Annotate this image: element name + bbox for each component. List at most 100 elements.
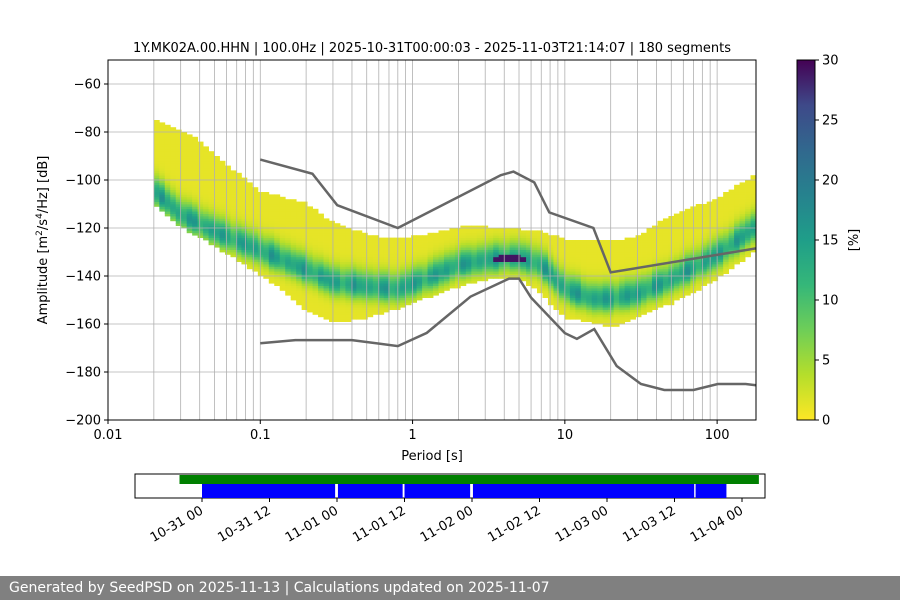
heatmap-cell [728, 206, 735, 210]
heatmap-cell [345, 259, 352, 262]
heatmap-cell [356, 290, 363, 294]
heatmap-cell [192, 139, 199, 142]
heatmap-cell [175, 168, 182, 171]
heatmap-cell [307, 230, 313, 234]
heatmap-cell [225, 168, 231, 171]
heatmap-cell [547, 273, 554, 277]
heatmap-cell [471, 225, 478, 229]
heatmap-cell [651, 240, 658, 243]
heatmap-cell [252, 196, 259, 200]
heatmap-cell [411, 252, 417, 255]
heatmap-cell [476, 268, 483, 272]
heatmap-cell [433, 254, 439, 258]
heatmap-cell [586, 249, 593, 253]
heatmap-cell [241, 232, 248, 236]
heatmap-cell [312, 223, 319, 226]
heatmap-cell [684, 208, 691, 212]
heatmap-cell [684, 271, 691, 274]
heatmap-cell [153, 139, 160, 142]
heatmap-cell [318, 247, 324, 250]
heatmap-cell [734, 232, 740, 236]
heatmap-cell [531, 247, 538, 250]
heatmap-cell [274, 244, 281, 248]
heatmap-cell [378, 302, 385, 306]
heatmap-cell [520, 271, 527, 274]
heatmap-cell [416, 280, 423, 284]
heatmap-cell [619, 297, 626, 301]
heatmap-cell [542, 256, 549, 260]
heatmap-cell [422, 261, 428, 265]
heatmap-cell [597, 295, 604, 298]
heatmap-cell [547, 285, 554, 289]
heatmap-cell [608, 290, 615, 294]
heatmap-cell [389, 273, 396, 277]
heatmap-cell [657, 230, 664, 234]
heatmap-cell [542, 249, 549, 253]
heatmap-cell [750, 192, 756, 195]
heatmap-cell [433, 278, 439, 282]
heatmap-cell [465, 261, 472, 265]
heatmap-cell [257, 213, 264, 217]
heatmap-cell [318, 295, 324, 298]
heatmap-cell [307, 266, 313, 270]
heatmap-cell [624, 285, 631, 289]
heatmap-cell [192, 208, 199, 212]
heatmap-cell [597, 321, 604, 325]
heatmap-cell [279, 254, 286, 258]
heatmap-cell [252, 189, 259, 193]
heatmap-cell [307, 271, 313, 274]
heatmap-cell [257, 192, 264, 195]
heatmap-cell [723, 247, 730, 250]
heatmap-cell [646, 290, 653, 294]
heatmap-cell [471, 259, 478, 262]
heatmap-cell [449, 278, 456, 282]
heatmap-cell [728, 189, 735, 193]
heatmap-cell [586, 288, 593, 291]
heatmap-cell [537, 271, 543, 274]
heatmap-cell [263, 256, 270, 260]
heatmap-cell [383, 240, 390, 243]
heatmap-cell [153, 194, 160, 198]
heatmap-cell [225, 165, 231, 169]
heatmap-cell [553, 280, 560, 284]
heatmap-cell [345, 244, 352, 248]
heatmap-cell [246, 218, 253, 222]
heatmap-cell [400, 237, 407, 241]
heatmap-cell [443, 273, 450, 277]
heatmap-cell [717, 240, 724, 243]
heatmap-cell [350, 273, 357, 277]
heatmap-cell [329, 319, 335, 322]
heatmap-cell [203, 199, 209, 202]
heatmap-cell [558, 273, 565, 277]
heatmap-cell [252, 254, 259, 258]
heatmap-cell [296, 247, 303, 250]
heatmap-cell [471, 276, 478, 279]
heatmap-cell [285, 261, 292, 265]
heatmap-cell [542, 266, 549, 270]
heatmap-cell [175, 189, 182, 193]
heatmap-cell [164, 151, 171, 154]
heatmap-cell [208, 175, 215, 178]
heatmap-cell [438, 259, 445, 262]
heatmap-cell [159, 196, 166, 200]
heatmap-cell [230, 206, 237, 210]
heatmap-cell [641, 244, 647, 248]
heatmap-cell [476, 232, 483, 236]
heatmap-cell [367, 309, 374, 313]
heatmap-cell [301, 278, 308, 282]
heatmap-cell [679, 283, 686, 286]
heatmap-cell [433, 240, 439, 243]
heatmap-cell [219, 220, 226, 224]
heatmap-cell [449, 266, 456, 270]
heatmap-cell [339, 307, 346, 310]
heatmap-cell [734, 223, 740, 226]
heatmap-cell [192, 146, 199, 150]
heatmap-cell [181, 194, 188, 198]
heatmap-cell [296, 223, 303, 226]
heatmap-cell [219, 194, 226, 198]
colorbar-tick-label: 15 [822, 234, 839, 249]
heatmap-cell [679, 216, 686, 219]
heatmap-cell [329, 220, 335, 224]
heatmap-cell [350, 266, 357, 270]
heatmap-cell [345, 268, 352, 272]
